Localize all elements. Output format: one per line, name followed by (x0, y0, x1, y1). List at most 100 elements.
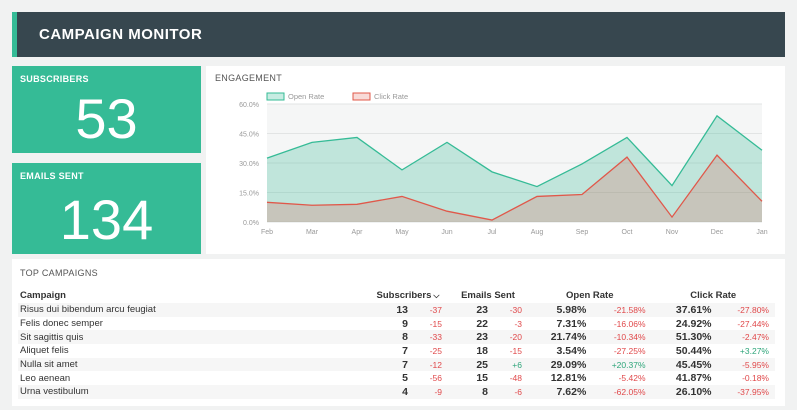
emails-sent-delta: -3 (514, 318, 522, 329)
subscribers-delta: -37 (408, 303, 448, 317)
x-tick-label: Dec (711, 229, 724, 236)
y-tick-label: 60.0% (239, 102, 259, 109)
campaign-name: Risus dui bibendum arcu feugiat (18, 303, 368, 317)
emails-sent-value: 23 (448, 330, 488, 345)
click-rate-delta: -0.18% (742, 373, 769, 384)
y-tick-label: 0.0% (243, 220, 259, 227)
subscribers-delta: -9 (408, 385, 448, 399)
emails-sent-delta: -20 (488, 330, 528, 345)
click-rate-delta: -5.95% (711, 357, 775, 372)
top-campaigns-panel: TOP CAMPAIGNS Campaign Subscribers ⌵ Emai… (12, 259, 785, 406)
campaign-name: Nulla sit amet (18, 357, 368, 372)
open-rate-value: 7.62% (528, 385, 587, 399)
y-tick-label: 45.0% (239, 132, 259, 139)
table-row[interactable]: Nulla sit amet 7 -12 25 +6 29.09% +20.37% 45.45… (18, 357, 775, 372)
engagement-panel: ENGAGEMENT 0.0% 15.0% 30.0% 45.0% 60.0% Feb Ma… (206, 66, 785, 254)
column-header-open-rate[interactable]: Open Rate (566, 289, 614, 301)
campaign-name: Aliquet felis (20, 345, 69, 357)
x-tick-label: Oct (622, 229, 633, 236)
subscribers-delta: -25 (429, 345, 442, 356)
open-rate-delta: -21.58% (586, 303, 652, 317)
series-line-click-rate (266, 154, 763, 221)
click-rate-value: 41.87% (675, 372, 712, 385)
kpi-card-subscribers: SUBSCRIBERS 53 (12, 66, 201, 153)
series-area-click-rate (267, 155, 762, 222)
table-title: TOP CAMPAIGNS (20, 268, 98, 278)
x-tick-label: Apr (352, 229, 364, 236)
subscribers-value: 7 (402, 344, 408, 357)
click-rate-delta: -37.95% (711, 385, 775, 399)
legend-label: Click Rate (374, 92, 408, 101)
x-tick-label: Sep (576, 229, 589, 236)
emails-sent-value: 8 (448, 385, 488, 399)
subscribers-value: 5 (402, 372, 408, 385)
campaigns-table: Campaign Subscribers ⌵ Emails Sent Open R… (18, 287, 775, 399)
subscribers-value: 13 (368, 303, 408, 317)
x-tick-label: Feb (261, 229, 273, 236)
table-row[interactable]: Aliquet felis 7 -25 18 -15 3.54% -27.25% 50.44%… (18, 344, 775, 358)
y-tick-label: 15.0% (239, 191, 259, 198)
chart-title: ENGAGEMENT (215, 73, 283, 83)
click-rate-value: 26.10% (651, 385, 712, 399)
open-rate-value: 21.74% (528, 330, 587, 345)
column-header-click-rate[interactable]: Click Rate (690, 289, 737, 301)
kpi-value: 134 (59, 188, 154, 251)
emails-sent-value: 25 (448, 357, 488, 372)
chevron-down-icon[interactable]: ⌵ (433, 290, 440, 300)
column-header-label: Subscribers (376, 289, 432, 301)
campaign-name: Felis donec semper (20, 318, 103, 330)
column-header-emails-sent[interactable]: Emails Sent (461, 289, 515, 301)
table-row[interactable]: Urna vestibulum 4 -9 8 -6 7.62% -62.05% 26.10% -… (18, 385, 775, 399)
click-rate-value: 50.44% (675, 344, 712, 357)
kpi-value: 53 (75, 87, 138, 150)
emails-sent-value: 22 (476, 317, 488, 330)
click-rate-value: 24.92% (675, 317, 712, 330)
kpi-label: SUBSCRIBERS (20, 74, 89, 84)
series-line-open-rate (266, 114, 763, 188)
open-rate-delta: -62.05% (586, 385, 652, 399)
table-row[interactable]: Risus dui bibendum arcu feugiat 13 -37 23 -3… (18, 303, 775, 317)
page-title: CAMPAIGN MONITOR (39, 26, 203, 43)
y-tick-label: 30.0% (239, 161, 259, 168)
subscribers-delta: -56 (429, 373, 442, 384)
table-header-row: Campaign Subscribers ⌵ Emails Sent Open R… (18, 287, 775, 303)
emails-sent-delta: -30 (488, 303, 528, 317)
open-rate-value: 3.54% (556, 344, 587, 357)
header-bar: CAMPAIGN MONITOR (12, 12, 785, 57)
emails-sent-value: 23 (448, 303, 488, 317)
click-rate-value: 51.30% (651, 330, 712, 345)
x-tick-label: Aug (531, 229, 544, 236)
engagement-chart: 0.0% 15.0% 30.0% 45.0% 60.0% Feb Mar Apr May Jun J… (239, 92, 768, 236)
open-rate-delta: -27.25% (613, 345, 646, 356)
emails-sent-delta: -15 (509, 345, 522, 356)
open-rate-value: 12.81% (550, 372, 587, 385)
click-rate-value: 37.61% (651, 303, 712, 317)
emails-sent-value: 15 (476, 372, 488, 385)
column-header-campaign[interactable]: Campaign (20, 289, 66, 301)
open-rate-value: 29.09% (528, 357, 587, 372)
x-tick-label: Jul (488, 229, 497, 236)
open-rate-value: 7.31% (556, 317, 587, 330)
column-header-subscribers[interactable]: Subscribers ⌵ (368, 287, 448, 303)
open-rate-delta: -5.42% (618, 373, 646, 384)
x-tick-label: Nov (666, 229, 679, 236)
open-rate-delta: -16.06% (613, 318, 646, 329)
campaign-name: Leo aenean (20, 372, 71, 384)
kpi-label: EMAILS SENT (20, 171, 84, 181)
open-rate-delta: -10.34% (586, 330, 652, 345)
legend-swatch (352, 92, 371, 101)
table-row[interactable]: Felis donec semper 9 -15 22 -3 7.31% -16.06% 24… (18, 317, 775, 331)
campaign-name: Sit sagittis quis (18, 330, 368, 345)
campaign-name: Urna vestibulum (18, 385, 368, 399)
x-tick-label: Jun (441, 229, 452, 236)
click-rate-value: 45.45% (651, 357, 712, 372)
subscribers-value: 8 (368, 330, 408, 345)
subscribers-delta: -15 (429, 318, 442, 329)
emails-sent-delta: -48 (509, 373, 522, 384)
table-row[interactable]: Leo aenean 5 -56 15 -48 12.81% -5.42% 41.87% -0.… (18, 371, 775, 385)
click-rate-delta: -27.44% (737, 318, 769, 329)
x-tick-label: Mar (306, 229, 319, 236)
click-rate-delta: +3.27% (739, 345, 769, 356)
table-row[interactable]: Sit sagittis quis 8 -33 23 -20 21.74% -10.34% 5… (18, 330, 775, 345)
subscribers-delta: -12 (408, 357, 448, 372)
